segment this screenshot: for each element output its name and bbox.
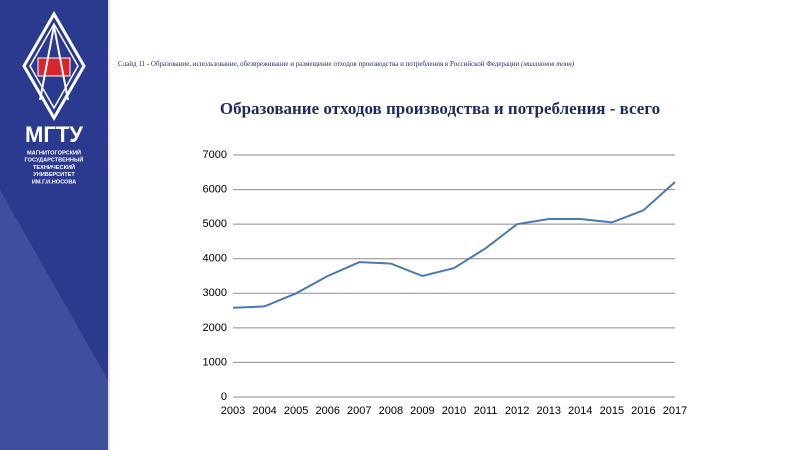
sidebar-stripe <box>0 190 108 450</box>
x-tick-label: 2009 <box>410 405 434 417</box>
y-tick-label: 0 <box>221 391 227 403</box>
slide-title: Слайд 11 - Образование, использование, о… <box>118 60 575 68</box>
logo <box>22 10 86 122</box>
x-tick-label: 2005 <box>284 405 308 417</box>
y-tick-label: 7000 <box>203 149 227 161</box>
x-tick-label: 2013 <box>536 405 560 417</box>
chart-title: Образование отходов производства и потре… <box>220 99 660 118</box>
x-tick-label: 2014 <box>568 405 592 417</box>
university-name-line: МАГНИТОГОРСКИЙ <box>27 148 81 156</box>
x-tick-label: 2016 <box>631 405 655 417</box>
university-name-line: ГОСУДАРСТВЕННЫЙ <box>25 156 84 164</box>
x-tick-label: 2015 <box>600 405 624 417</box>
x-tick-label: 2017 <box>663 405 687 417</box>
y-tick-label: 5000 <box>203 218 227 230</box>
x-tick-label: 2006 <box>315 405 339 417</box>
x-tick-label: 2012 <box>505 405 529 417</box>
x-tick-label: 2010 <box>442 405 466 417</box>
data-line <box>232 181 676 309</box>
x-tick-label: 2003 <box>221 405 245 417</box>
x-tick-label: 2004 <box>252 405 276 417</box>
y-tick-label: 6000 <box>203 183 227 195</box>
university-name-line: ИМ.Г.И.НОСОВА <box>32 179 76 185</box>
slide-title-main: Слайд 11 - Образование, использование, о… <box>118 60 520 68</box>
slide-title-unit: (миллионов тонн) <box>521 60 575 68</box>
x-tick-label: 2011 <box>474 405 498 417</box>
logo-text: МГТУ <box>25 122 83 147</box>
university-name-line: УНИВЕРСИТЕТ <box>33 172 75 178</box>
x-tick-label: 2008 <box>379 405 403 417</box>
y-tick-label: 4000 <box>203 253 227 265</box>
university-name-line: ТЕХНИЧЕСКИЙ <box>33 163 75 171</box>
y-tick-label: 1000 <box>203 356 227 368</box>
y-tick-label: 2000 <box>203 322 227 334</box>
x-tick-label: 2007 <box>347 405 371 417</box>
y-tick-label: 3000 <box>203 287 227 299</box>
